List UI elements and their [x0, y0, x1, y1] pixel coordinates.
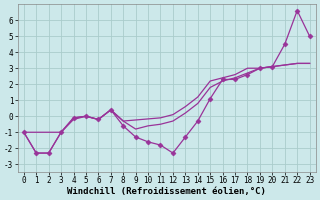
X-axis label: Windchill (Refroidissement éolien,°C): Windchill (Refroidissement éolien,°C)	[67, 187, 266, 196]
